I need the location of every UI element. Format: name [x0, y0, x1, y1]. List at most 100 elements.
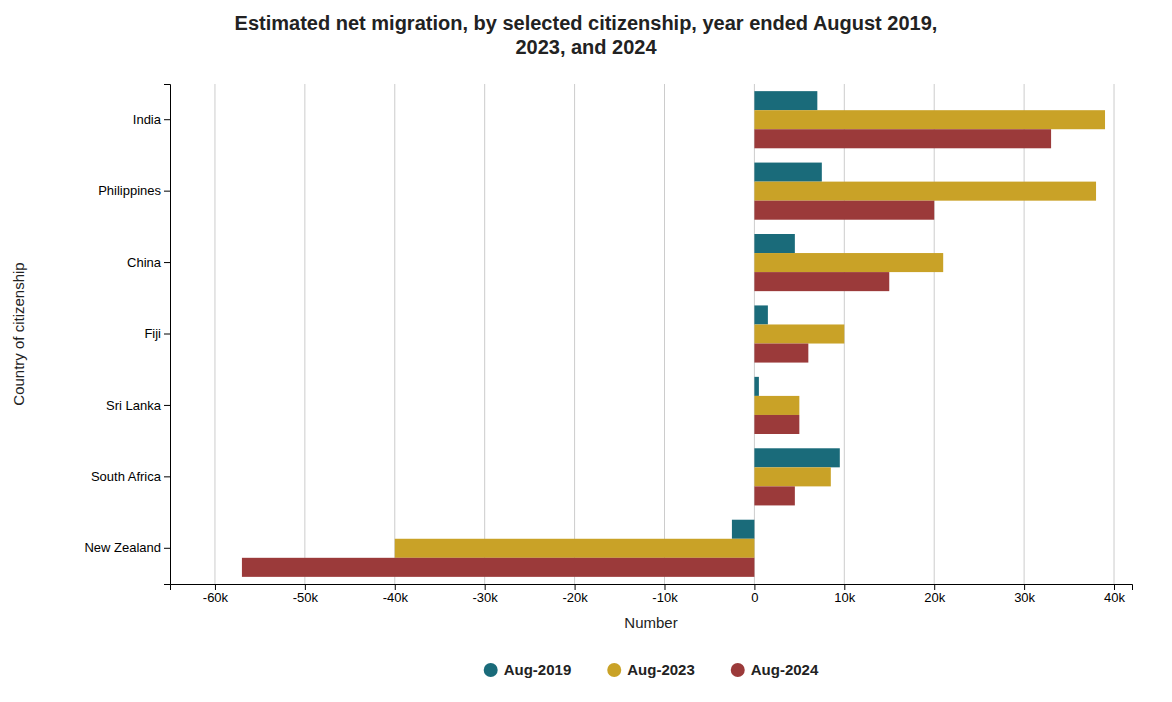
x-axis-title: Number	[624, 614, 677, 631]
bar	[754, 129, 1051, 148]
x-tick-label: 30k	[1014, 590, 1035, 605]
y-tick-label: New Zealand	[84, 540, 161, 555]
bar-series	[732, 91, 840, 539]
y-tick: Sri Lanka	[106, 398, 170, 413]
y-axis-title: Country of citizenship	[10, 262, 27, 405]
bars	[242, 91, 1105, 577]
x-tick: -10k	[652, 584, 678, 605]
grid-line	[304, 84, 305, 584]
x-tick-mark	[1024, 584, 1025, 590]
y-tick-label: Sri Lanka	[106, 398, 162, 413]
y-tick-mark	[164, 191, 170, 192]
x-tick: 10k	[834, 584, 855, 605]
x-tick-label: -20k	[562, 590, 588, 605]
page: {"chart_data": { "type": "bar", "orienta…	[0, 0, 1172, 702]
legend-swatch	[484, 663, 498, 677]
y-tick: India	[133, 112, 170, 127]
x-tick-mark	[844, 584, 845, 590]
x-tick-label: -10k	[652, 590, 678, 605]
chart: Estimated net migration, by selected cit…	[0, 0, 1172, 702]
x-tick-mark	[754, 584, 755, 590]
bar	[754, 344, 808, 363]
legend-item: Aug-2019	[484, 661, 572, 678]
title: Estimated net migration, by selected cit…	[235, 12, 938, 58]
title-line: Estimated net migration, by selected cit…	[235, 12, 938, 34]
bar	[754, 201, 934, 220]
y-tick-mark	[164, 405, 170, 406]
x-tick-label: -60k	[203, 590, 229, 605]
bar	[754, 415, 799, 434]
grid-line	[1114, 84, 1115, 584]
legend-swatch	[607, 663, 621, 677]
x-tick-label: 10k	[834, 590, 855, 605]
x-tick-mark	[305, 584, 306, 590]
grid-line	[484, 84, 485, 584]
y-tick-label: India	[133, 112, 162, 127]
x-tick-mark	[485, 584, 486, 590]
legend-swatch	[731, 663, 745, 677]
bar	[754, 182, 1096, 201]
y-tick: South Africa	[91, 469, 170, 484]
x-tick: -60k	[203, 584, 229, 605]
bar	[754, 377, 758, 396]
grid-line	[934, 84, 935, 584]
y-tick-label: South Africa	[91, 469, 162, 484]
y-tick-label: Philippines	[98, 183, 161, 198]
bar	[754, 110, 1105, 129]
y-tick-mark	[164, 334, 170, 335]
x-tick-mark	[664, 584, 665, 590]
grid-line	[574, 84, 575, 584]
x-tick-label: -50k	[293, 590, 319, 605]
bar	[754, 396, 799, 415]
title-line: 2023, and 2024	[515, 36, 657, 58]
x-tick: 40k	[1104, 584, 1125, 605]
y-tick-label: Fiji	[144, 326, 161, 341]
bar	[754, 448, 839, 467]
y-tick: New Zealand	[84, 540, 170, 555]
y-tick-mark	[164, 119, 170, 120]
x-tick-mark	[934, 584, 935, 590]
bar	[754, 253, 943, 272]
y-tick-label: China	[127, 255, 162, 270]
x-tick-label: 40k	[1104, 590, 1125, 605]
x-tick-label: -40k	[383, 590, 409, 605]
bar	[754, 467, 830, 486]
grid-line	[664, 84, 665, 584]
x-tick-mark	[1114, 584, 1115, 590]
bar	[754, 305, 767, 324]
bar	[754, 486, 794, 505]
x-tick: 20k	[924, 584, 945, 605]
y-axis: India Philippines China Fiji Sri Lanka South …	[84, 85, 170, 585]
legend: Aug-2019 Aug-2023 Aug-2024	[484, 661, 819, 678]
legend-label: Aug-2019	[504, 661, 572, 678]
x-tick-label: 0	[751, 590, 758, 605]
bar	[395, 539, 755, 558]
bar	[754, 272, 889, 291]
x-tick: -30k	[473, 584, 499, 605]
x-tick-mark	[575, 584, 576, 590]
y-tick-mark	[164, 548, 170, 549]
y-tick-mark	[164, 476, 170, 477]
bar	[754, 324, 844, 343]
x-axis: -60k -50k -40k -30k -20k -10k 0 10k 20k 30k 40k	[171, 584, 1133, 605]
bar	[754, 163, 821, 182]
bar	[754, 91, 817, 110]
x-tick-label: -30k	[473, 590, 499, 605]
x-tick: -20k	[562, 584, 588, 605]
x-tick-label: 20k	[924, 590, 945, 605]
bar	[242, 558, 754, 577]
legend-label: Aug-2024	[751, 661, 819, 678]
bar	[754, 234, 794, 253]
y-tick: Fiji	[144, 326, 170, 341]
x-axis-line	[171, 585, 1133, 591]
x-tick: -40k	[383, 584, 409, 605]
x-tick-mark	[395, 584, 396, 590]
grid-line	[1024, 84, 1025, 584]
x-tick: -50k	[293, 584, 319, 605]
y-tick: China	[127, 255, 170, 270]
legend-item: Aug-2023	[607, 661, 695, 678]
bar	[732, 520, 754, 539]
bar-series	[242, 129, 1051, 577]
plot: -60k -50k -40k -30k -20k -10k 0 10k 20k 30k 40k Ind…	[84, 84, 1132, 605]
grid-line	[214, 84, 215, 584]
